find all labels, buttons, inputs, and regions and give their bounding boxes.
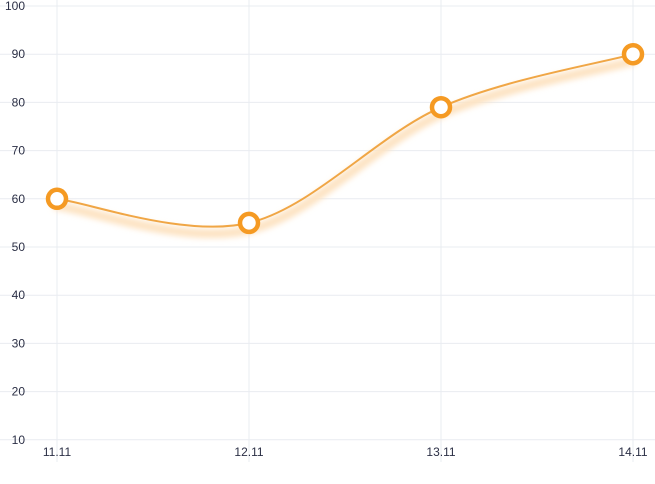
y-tick-label: 10 <box>12 433 26 447</box>
y-tick-label: 40 <box>12 288 26 302</box>
x-axis-ticks: 11.11 12.11 13.11 14.11 <box>43 445 648 459</box>
series-layer <box>52 53 638 239</box>
data-point[interactable] <box>45 187 69 211</box>
data-point[interactable] <box>429 95 453 119</box>
x-tick-label: 13.11 <box>426 445 455 459</box>
series-line <box>56 53 634 228</box>
x-tick-label: 11.11 <box>43 445 72 459</box>
data-point[interactable] <box>621 42 645 66</box>
y-tick-label: 50 <box>12 240 26 254</box>
y-axis-ticks: 10 20 30 40 50 60 70 80 90 100 <box>5 0 25 447</box>
x-tick-label: 12.11 <box>234 445 263 459</box>
y-tick-label: 100 <box>5 0 25 13</box>
y-tick-label: 90 <box>12 47 26 61</box>
series-shadow <box>52 56 638 239</box>
x-tick-label: 14.11 <box>618 445 647 459</box>
y-tick-label: 20 <box>12 385 26 399</box>
y-tick-label: 80 <box>12 95 26 109</box>
data-point[interactable] <box>237 211 261 235</box>
grid <box>0 0 655 462</box>
y-tick-label: 30 <box>12 336 26 350</box>
y-tick-label: 70 <box>12 144 26 158</box>
y-tick-label: 60 <box>12 192 26 206</box>
markers <box>45 42 645 235</box>
